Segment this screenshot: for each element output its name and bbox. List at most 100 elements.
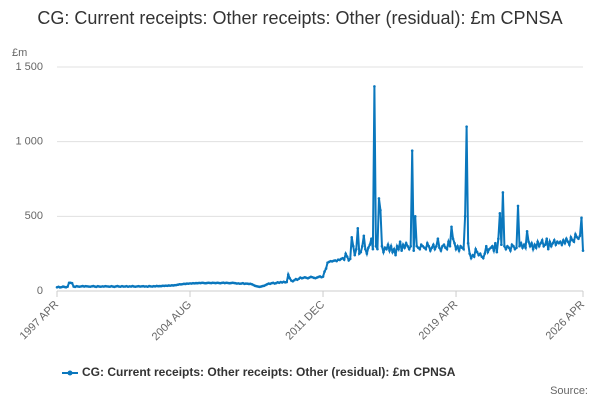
point [512,244,515,248]
y-tick-label: 0 [37,285,43,297]
point [580,216,583,220]
point [465,125,468,129]
point [569,235,573,239]
point [418,247,422,251]
point [389,244,393,248]
point [395,244,399,248]
point [401,243,405,247]
point [518,244,521,248]
point [439,249,443,252]
point [429,249,432,252]
point [288,277,292,280]
chart-title: CG: Current receipts: Other receipts: Ot… [37,8,563,28]
point [368,243,372,247]
point [581,249,585,252]
point [563,241,567,245]
point [438,246,441,249]
x-tick-label: 2026 APR [544,299,588,343]
point [385,247,388,251]
point [548,240,552,244]
point [398,240,402,244]
point [412,249,416,252]
point [472,255,476,258]
point [566,240,570,244]
point [501,191,505,194]
point [495,250,499,254]
point [345,255,349,258]
point [486,250,490,254]
point [463,215,467,218]
point [578,234,582,238]
point [359,250,363,254]
point [545,237,549,241]
point [540,238,544,242]
point [451,237,455,241]
point [524,246,527,249]
point [468,252,471,255]
y-tick-label: 500 [25,210,43,222]
point [525,229,529,233]
point [377,197,381,200]
y-tick-label: 1 000 [15,136,43,148]
y-axis-label: £m [12,47,27,59]
point [546,247,550,251]
point [442,243,446,247]
point [539,241,542,245]
point [433,247,437,251]
point [406,244,409,248]
x-tick-label: 2019 APR [417,299,461,343]
point [504,247,508,251]
point [354,247,358,251]
point [574,232,577,236]
point [362,234,366,238]
point [344,252,347,255]
point [562,238,565,242]
point [364,247,367,251]
point [507,246,511,249]
point [286,273,290,276]
point [342,258,346,261]
point [388,249,391,252]
y-tick-label: 1 500 [15,61,43,73]
point [70,281,74,285]
point [66,285,69,288]
point [527,240,530,244]
point [530,241,533,245]
point [469,256,473,260]
point [560,243,564,247]
point [543,243,547,247]
point [445,247,449,251]
point [466,241,470,245]
point [394,253,397,257]
point [403,246,406,249]
point [430,246,434,249]
point [481,256,485,260]
point [568,243,571,247]
point [483,252,487,255]
point [484,244,488,248]
point [503,244,506,248]
point [522,243,526,247]
point [427,244,431,248]
x-tick-label: 2011 DEC [283,299,327,343]
point [537,244,541,248]
point [367,246,370,249]
point [407,247,411,251]
point [370,237,373,241]
legend-label: CG: Current receipts: Other receipts: Ot… [82,365,456,379]
point [577,237,580,241]
point [324,267,328,270]
point [454,247,458,251]
point [285,280,289,284]
point [424,247,428,251]
point [531,247,535,251]
point [353,253,357,257]
point [491,244,494,248]
point [435,244,438,248]
point [410,149,414,152]
point [516,204,520,208]
x-tick-label: 2004 AUG [150,299,194,343]
point [521,246,524,249]
x-tick-label: 1997 APR [18,299,62,343]
point [373,85,376,88]
